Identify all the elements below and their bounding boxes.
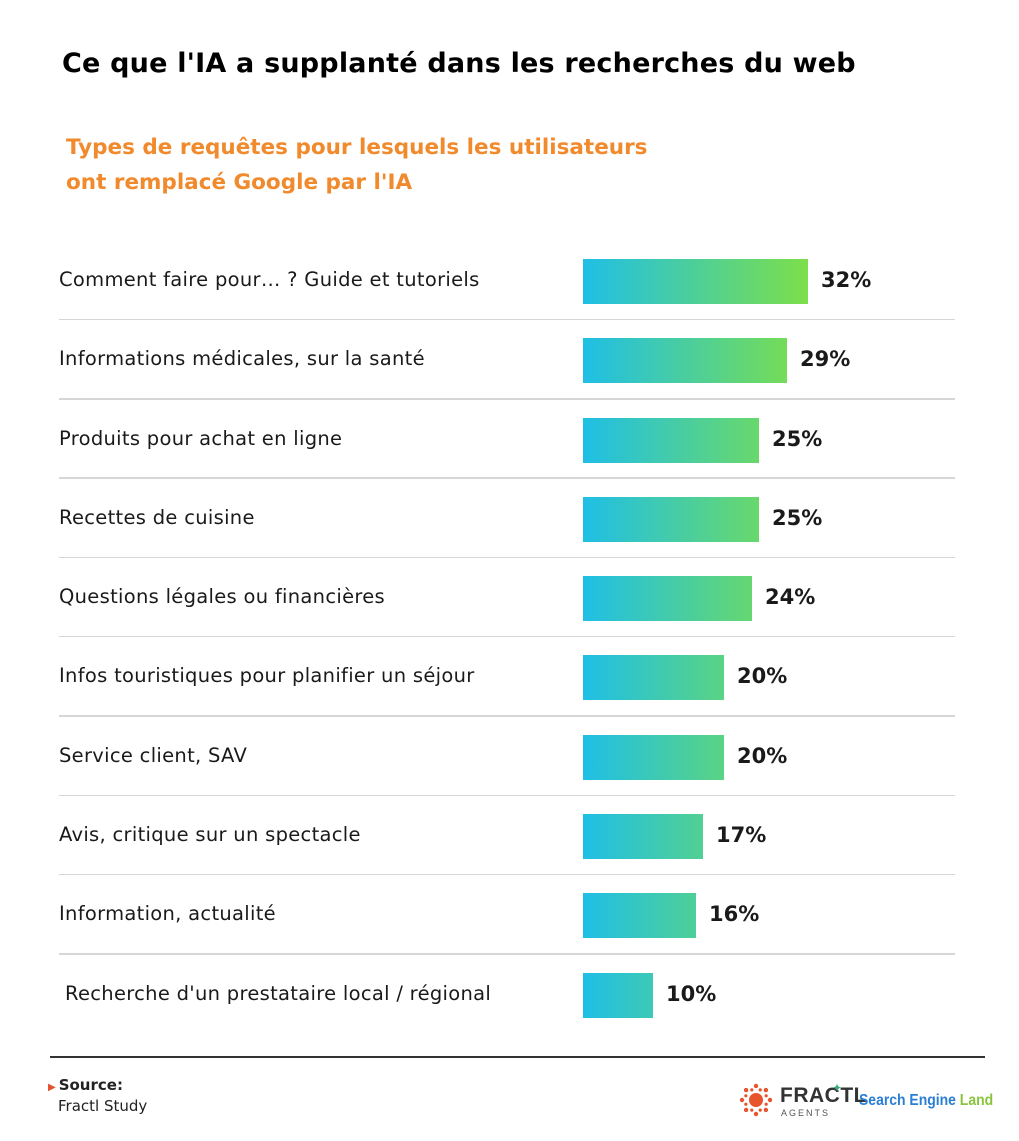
bar — [583, 496, 759, 542]
sun-dot — [767, 1097, 773, 1103]
fractl-logo-subtext: AGENTS — [781, 1108, 831, 1118]
sparkle-icon: ✦ — [832, 1081, 843, 1095]
sun-dot — [750, 1108, 754, 1112]
sun-dot — [763, 1107, 769, 1113]
bar-value-label: 10% — [666, 981, 717, 1006]
row-divider — [59, 556, 955, 559]
chart-row: Avis, critique sur un spectacle 17% — [0, 796, 1019, 876]
sun-dot — [750, 1088, 754, 1092]
sun-dot — [764, 1094, 768, 1098]
chart-title: Ce que l'IA a supplanté dans les recherc… — [62, 48, 856, 79]
triangle-icon: ▶ — [48, 1082, 56, 1093]
chart-row: Questions légales ou financières 24% — [0, 558, 1019, 638]
bar-value-label: 17% — [716, 823, 767, 848]
chart-row: Recettes de cuisine 25% — [0, 479, 1019, 559]
sun-dot — [763, 1087, 769, 1093]
sel-logo-part2: Land — [959, 1092, 994, 1109]
row-divider — [59, 318, 955, 321]
bar-value-label: 29% — [800, 347, 851, 372]
row-divider — [59, 477, 955, 479]
category-label: Service client, SAV — [59, 743, 248, 767]
chart-row: Produits pour achat en ligne 25% — [0, 400, 1019, 479]
bar — [583, 655, 724, 701]
footer-divider — [50, 1056, 985, 1058]
category-label: Recherche d'un prestataire local / régio… — [65, 981, 492, 1005]
chart-subtitle: Types de requêtes pour lesquels les util… — [66, 130, 766, 200]
category-label: Avis, critique sur un spectacle — [59, 823, 361, 847]
bar — [583, 576, 752, 622]
category-label: Questions légales ou financières — [59, 585, 386, 609]
chart-row: Service client, SAV 20% — [0, 717, 1019, 797]
chart-row: Informations médicales, sur la santé 29% — [0, 320, 1019, 400]
bar-value-label: 25% — [772, 426, 823, 451]
row-divider — [59, 953, 955, 955]
bar — [583, 814, 703, 860]
bar-value-label: 32% — [821, 268, 872, 292]
bar-value-label: 25% — [772, 505, 823, 530]
bar-chart: Comment faire pour… ? Guide et tutoriels… — [0, 241, 1019, 1034]
category-label: Information, actualité — [59, 902, 276, 926]
bar-value-label: 16% — [709, 902, 760, 927]
bar-value-label: 20% — [737, 664, 788, 689]
bar — [583, 893, 696, 939]
bar — [583, 734, 724, 780]
bar — [583, 259, 808, 304]
bar-value-label: 24% — [765, 585, 816, 610]
sun-dot — [743, 1107, 749, 1113]
bar — [583, 972, 653, 1018]
sun-dot — [744, 1094, 748, 1098]
category-label: Recettes de cuisine — [59, 505, 255, 529]
row-divider — [59, 398, 955, 400]
sun-dot — [764, 1102, 768, 1106]
bar — [583, 417, 759, 463]
row-divider — [59, 715, 955, 717]
sun-dot — [743, 1087, 749, 1093]
category-label: Informations médicales, sur la santé — [59, 347, 425, 371]
subtitle-line-2: ont remplacé Google par l'IA — [66, 170, 413, 195]
chart-row: Recherche d'un prestataire local / régio… — [0, 955, 1019, 1034]
row-divider — [59, 794, 955, 797]
sun-dot — [753, 1083, 759, 1089]
fractl-logo-text: FRACTL — [780, 1084, 867, 1107]
chart-row: Infos touristiques pour planifier un séj… — [0, 637, 1019, 717]
sun-dot — [739, 1097, 745, 1103]
sel-logo-part1: Search Engine — [859, 1092, 956, 1109]
category-label: Comment faire pour… ? Guide et tutoriels — [59, 268, 480, 291]
category-label: Produits pour achat en ligne — [59, 426, 343, 450]
fractl-sun-icon — [739, 1083, 773, 1117]
sun-dot — [744, 1102, 748, 1106]
fractl-logo: FRACTL ✦ AGENTS — [736, 1080, 866, 1120]
row-divider — [59, 635, 955, 638]
subtitle-line-1: Types de requêtes pour lesquels les util… — [66, 135, 648, 160]
row-divider — [59, 873, 955, 876]
sun-dot — [758, 1088, 762, 1092]
source-value: Fractl Study — [58, 1097, 148, 1115]
source-label: ▶ Source: — [48, 1076, 123, 1094]
search-engine-land-logo: Search Engine Land — [859, 1092, 993, 1110]
sun-dot — [753, 1111, 759, 1117]
category-label: Infos touristiques pour planifier un séj… — [59, 664, 475, 688]
bar-value-label: 20% — [737, 743, 788, 768]
chart-row: Comment faire pour… ? Guide et tutoriels… — [0, 241, 1019, 321]
chart-row: Information, actualité 16% — [0, 875, 1019, 955]
bar — [583, 338, 787, 384]
sun-dot — [758, 1108, 762, 1112]
